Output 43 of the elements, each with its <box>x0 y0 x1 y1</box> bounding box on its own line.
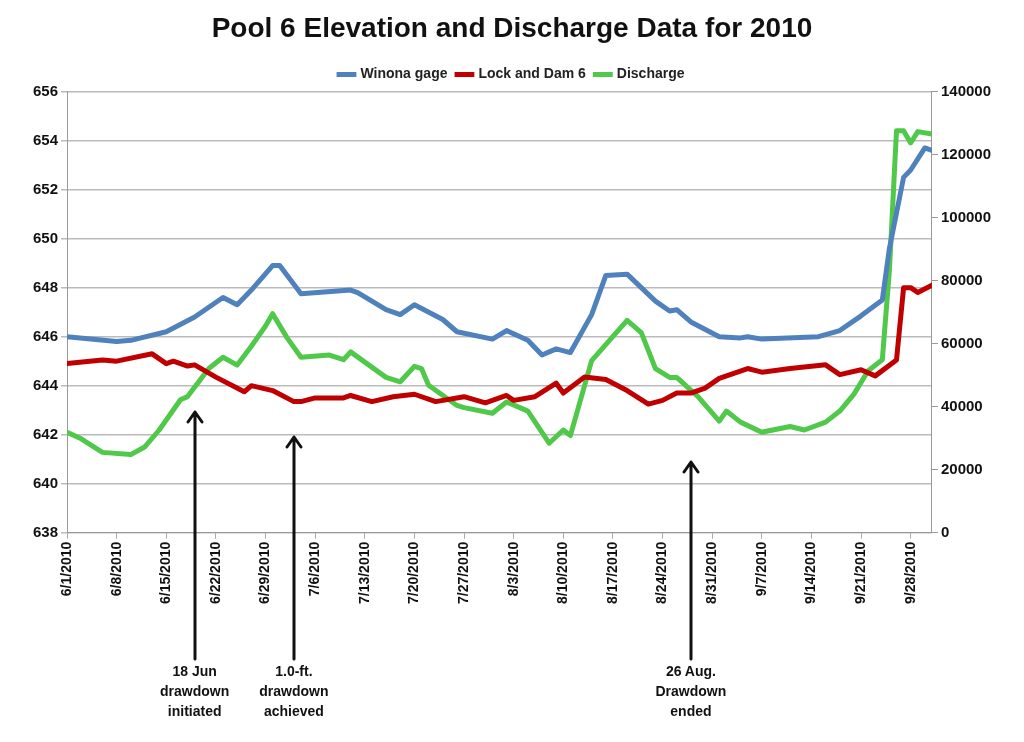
y2-tick-label: 100000 <box>940 207 992 225</box>
legend-label: Discharge <box>616 65 685 82</box>
annotation: 18 Jun drawdown initiated <box>160 662 230 719</box>
x-tick-label: 6/1/2010 <box>57 541 74 597</box>
y-tick-label: 640 <box>33 473 59 491</box>
y-tick-label: 638 <box>33 522 59 540</box>
y2-tick-label: 80000 <box>940 270 983 288</box>
x-tick-label: 6/8/2010 <box>107 541 124 597</box>
y2-tick-label: 40000 <box>940 396 983 414</box>
legend-label: Lock and Dam 6 <box>478 65 587 82</box>
x-tick-label: 7/20/2010 <box>405 541 422 605</box>
y-tick-label: 644 <box>33 375 59 393</box>
x-tick-label: 6/22/2010 <box>206 541 223 605</box>
x-tick-label: 7/27/2010 <box>454 541 471 605</box>
y2-tick-label: 0 <box>940 522 950 540</box>
x-tick-label: 9/21/2010 <box>851 541 868 605</box>
x-tick-label: 7/13/2010 <box>355 541 372 605</box>
x-tick-label: 6/29/2010 <box>256 541 273 605</box>
x-tick-label: 8/3/2010 <box>504 541 521 597</box>
legend-label: Winona gage <box>360 65 448 82</box>
y-tick-label: 646 <box>33 326 59 344</box>
x-tick-label: 7/6/2010 <box>306 541 323 597</box>
y2-tick-label: 120000 <box>940 144 992 162</box>
y-tick-label: 648 <box>33 277 59 295</box>
y2-tick-label: 140000 <box>940 81 992 99</box>
x-tick-label: 8/10/2010 <box>554 541 571 605</box>
x-tick-label: 6/15/2010 <box>157 541 174 605</box>
x-tick-label: 8/17/2010 <box>603 541 620 605</box>
annotation: 26 Aug. Drawdown ended <box>655 662 727 719</box>
y-tick-label: 650 <box>33 228 59 246</box>
y-tick-label: 642 <box>33 424 59 442</box>
x-tick-label: 9/7/2010 <box>752 541 769 597</box>
x-tick-label: 8/31/2010 <box>703 541 720 605</box>
chart-title: Pool 6 Elevation and Discharge Data for 2010 <box>211 11 813 43</box>
y-tick-label: 652 <box>33 179 59 197</box>
y2-tick-label: 20000 <box>940 459 983 477</box>
y-tick-label: 656 <box>33 81 59 99</box>
annotation: 1.0-ft. drawdown achieved <box>259 662 329 719</box>
y-tick-label: 654 <box>33 130 59 148</box>
x-tick-label: 8/24/2010 <box>653 541 670 605</box>
x-tick-label: 9/28/2010 <box>901 541 918 605</box>
x-tick-label: 9/14/2010 <box>802 541 819 605</box>
y2-tick-label: 60000 <box>940 333 983 351</box>
